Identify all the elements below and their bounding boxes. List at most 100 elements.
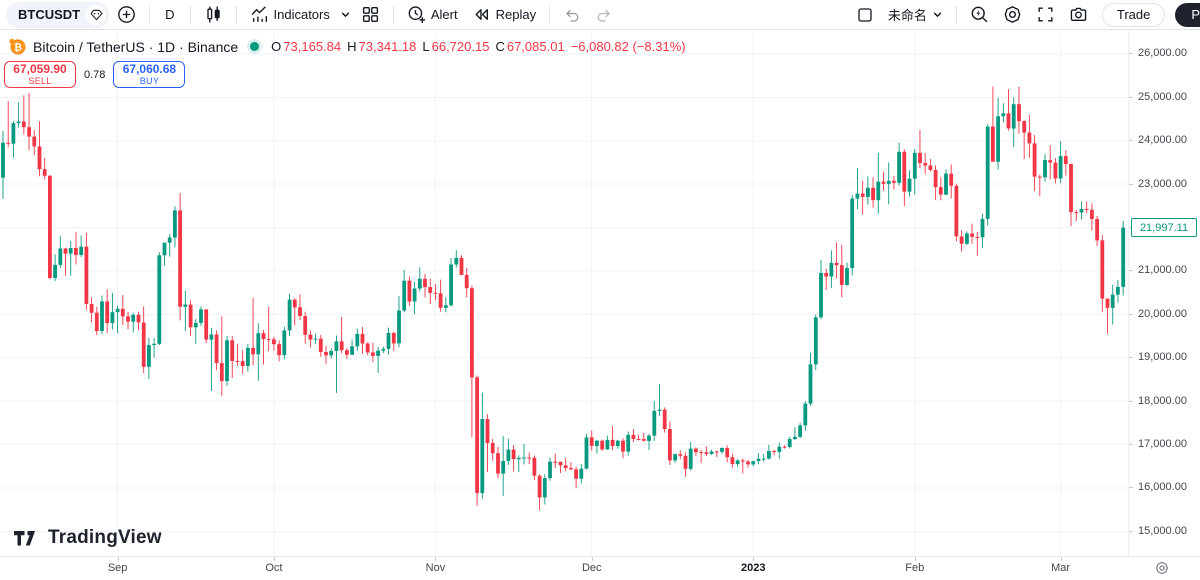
indicators-label: Indicators bbox=[273, 7, 330, 22]
replay-label: Replay bbox=[495, 7, 537, 22]
price-tick-mark bbox=[1129, 53, 1133, 55]
top-toolbar: BTCUSDT D bbox=[0, 0, 1200, 30]
single-layout-icon bbox=[858, 7, 872, 22]
price-axis[interactable]: 26,000.0025,000.0024,000.0023,000.0022,0… bbox=[1128, 30, 1200, 556]
price-tick-label: 17,000.00 bbox=[1138, 437, 1187, 450]
spread-value: 0.78 bbox=[84, 68, 106, 81]
low-value: 66,720.15 bbox=[431, 39, 490, 54]
replay-rewind-icon bbox=[475, 9, 488, 20]
camera-icon bbox=[1070, 7, 1087, 21]
candlestick-chart[interactable] bbox=[0, 30, 1128, 556]
redo-arrow-icon bbox=[597, 9, 610, 22]
price-tick-mark bbox=[1129, 96, 1133, 98]
quick-search-button[interactable] bbox=[964, 2, 995, 27]
price-tick-mark bbox=[1129, 487, 1133, 489]
plus-circle-icon bbox=[118, 6, 136, 23]
time-tick-mark bbox=[435, 557, 437, 561]
buy-button[interactable]: 67,060.68 BUY bbox=[113, 61, 186, 88]
replay-button[interactable]: Replay bbox=[466, 2, 542, 27]
price-tick-label: 21,000.00 bbox=[1138, 264, 1187, 277]
toolbar-separator bbox=[549, 5, 551, 24]
indicators-chevron-down-icon[interactable] bbox=[338, 6, 353, 23]
chevron-down-icon bbox=[933, 12, 942, 18]
price-tick-mark bbox=[1129, 183, 1133, 185]
bitcoin-icon: ₿ bbox=[8, 38, 26, 55]
redo-button[interactable] bbox=[589, 3, 619, 27]
buy-sell-panel: 67,059.90 SELL 0.78 67,060.68 BUY bbox=[4, 61, 186, 88]
compare-add-button[interactable] bbox=[111, 2, 142, 27]
high-value: 73,341.18 bbox=[358, 39, 417, 54]
undo-button[interactable] bbox=[557, 3, 587, 27]
toolbar-separator bbox=[189, 5, 191, 24]
layout-select-button[interactable] bbox=[850, 3, 880, 27]
price-tick-label: 24,000.00 bbox=[1138, 134, 1187, 147]
publish-button[interactable]: Publish bbox=[1175, 2, 1200, 27]
time-tick-label: Sep bbox=[107, 562, 128, 574]
price-tick-label: 25,000.00 bbox=[1138, 90, 1187, 103]
trade-button[interactable]: Trade bbox=[1101, 2, 1166, 27]
snapshot-button[interactable] bbox=[1063, 2, 1094, 27]
layout-name: 未命名 bbox=[887, 8, 927, 23]
market-status-dot[interactable] bbox=[250, 42, 260, 51]
sell-button[interactable]: 67,059.90 SELL bbox=[4, 61, 76, 88]
time-tick-mark bbox=[753, 557, 755, 561]
price-tick-mark bbox=[1129, 313, 1133, 315]
symbol-title[interactable]: Bitcoin / TetherUS · 1D · Binance bbox=[33, 38, 239, 55]
buy-label: BUY bbox=[139, 76, 160, 86]
settings-button[interactable] bbox=[997, 2, 1028, 27]
search-lightning-icon bbox=[971, 6, 988, 23]
symbol-search-button[interactable]: BTCUSDT bbox=[6, 1, 110, 28]
ohlc-values: O 73,165.84 H 73,341.18 L 66,720.15 C 67… bbox=[271, 39, 685, 54]
chart-pane[interactable]: ₿ Bitcoin / TetherUS · 1D · Binance O 73… bbox=[0, 30, 1200, 578]
gear-icon bbox=[1004, 6, 1021, 23]
open-value: 73,165.84 bbox=[283, 39, 342, 54]
change-value: −6,080.82 (−8.31%) bbox=[570, 39, 686, 54]
time-tick-label: Feb bbox=[905, 562, 925, 574]
tradingview-mark-icon bbox=[14, 530, 35, 545]
price-tick-mark bbox=[1129, 400, 1133, 402]
timeframe-button[interactable]: D bbox=[157, 4, 182, 25]
fullscreen-icon bbox=[1038, 7, 1053, 22]
time-tick-mark bbox=[591, 557, 593, 561]
price-tick-mark bbox=[1129, 140, 1133, 142]
toolbar-separator bbox=[955, 5, 957, 24]
time-tick-label: Nov bbox=[425, 562, 446, 574]
price-tick-label: 20,000.00 bbox=[1138, 307, 1187, 320]
svg-text:₿: ₿ bbox=[14, 42, 22, 53]
high-label: H bbox=[347, 39, 357, 54]
sell-price: 67,059.90 bbox=[13, 62, 67, 76]
alert-button[interactable]: Alert bbox=[401, 2, 464, 27]
chart-style-button[interactable] bbox=[198, 2, 229, 27]
tradingview-logo-text: TradingView bbox=[48, 527, 162, 548]
candlestick-style-icon bbox=[206, 6, 220, 23]
price-tick-label: 23,000.00 bbox=[1138, 177, 1187, 190]
price-tick-mark bbox=[1129, 443, 1133, 445]
time-tick-mark bbox=[914, 557, 916, 561]
layout-name-button[interactable]: 未命名 bbox=[882, 2, 949, 27]
price-tick-mark bbox=[1129, 270, 1133, 272]
time-tick-mark bbox=[273, 557, 275, 561]
tradingview-logo[interactable]: TradingView bbox=[14, 527, 162, 549]
price-tick-label: 26,000.00 bbox=[1138, 47, 1187, 60]
price-tick-label: 18,000.00 bbox=[1138, 394, 1187, 407]
axis-settings-gear-icon[interactable] bbox=[1155, 561, 1169, 580]
time-tick-mark bbox=[117, 557, 119, 561]
toolbar-right-group: 未命名 Trade Publis bbox=[850, 2, 1200, 27]
time-axis[interactable]: Sep Oct Nov Dec 2023 Feb Mar bbox=[0, 556, 1200, 578]
candles bbox=[1, 86, 1126, 511]
indicator-templates-button[interactable] bbox=[355, 2, 386, 27]
sell-label: SELL bbox=[28, 76, 52, 86]
symbol-name: BTCUSDT bbox=[18, 7, 81, 22]
toolbar-separator bbox=[235, 5, 237, 24]
fullscreen-button[interactable] bbox=[1030, 2, 1061, 27]
price-tick-mark bbox=[1129, 530, 1133, 532]
time-tick-label: Dec bbox=[581, 562, 602, 574]
low-label: L bbox=[422, 39, 430, 54]
price-tick-mark bbox=[1129, 357, 1133, 359]
time-tick-label: Oct bbox=[265, 562, 283, 574]
time-tick-label: Mar bbox=[1051, 562, 1071, 574]
indicators-button[interactable]: Indicators bbox=[244, 2, 336, 27]
toolbar-left-group: BTCUSDT D bbox=[6, 1, 619, 28]
undo-arrow-icon bbox=[566, 9, 579, 22]
close-label: C bbox=[495, 39, 505, 54]
